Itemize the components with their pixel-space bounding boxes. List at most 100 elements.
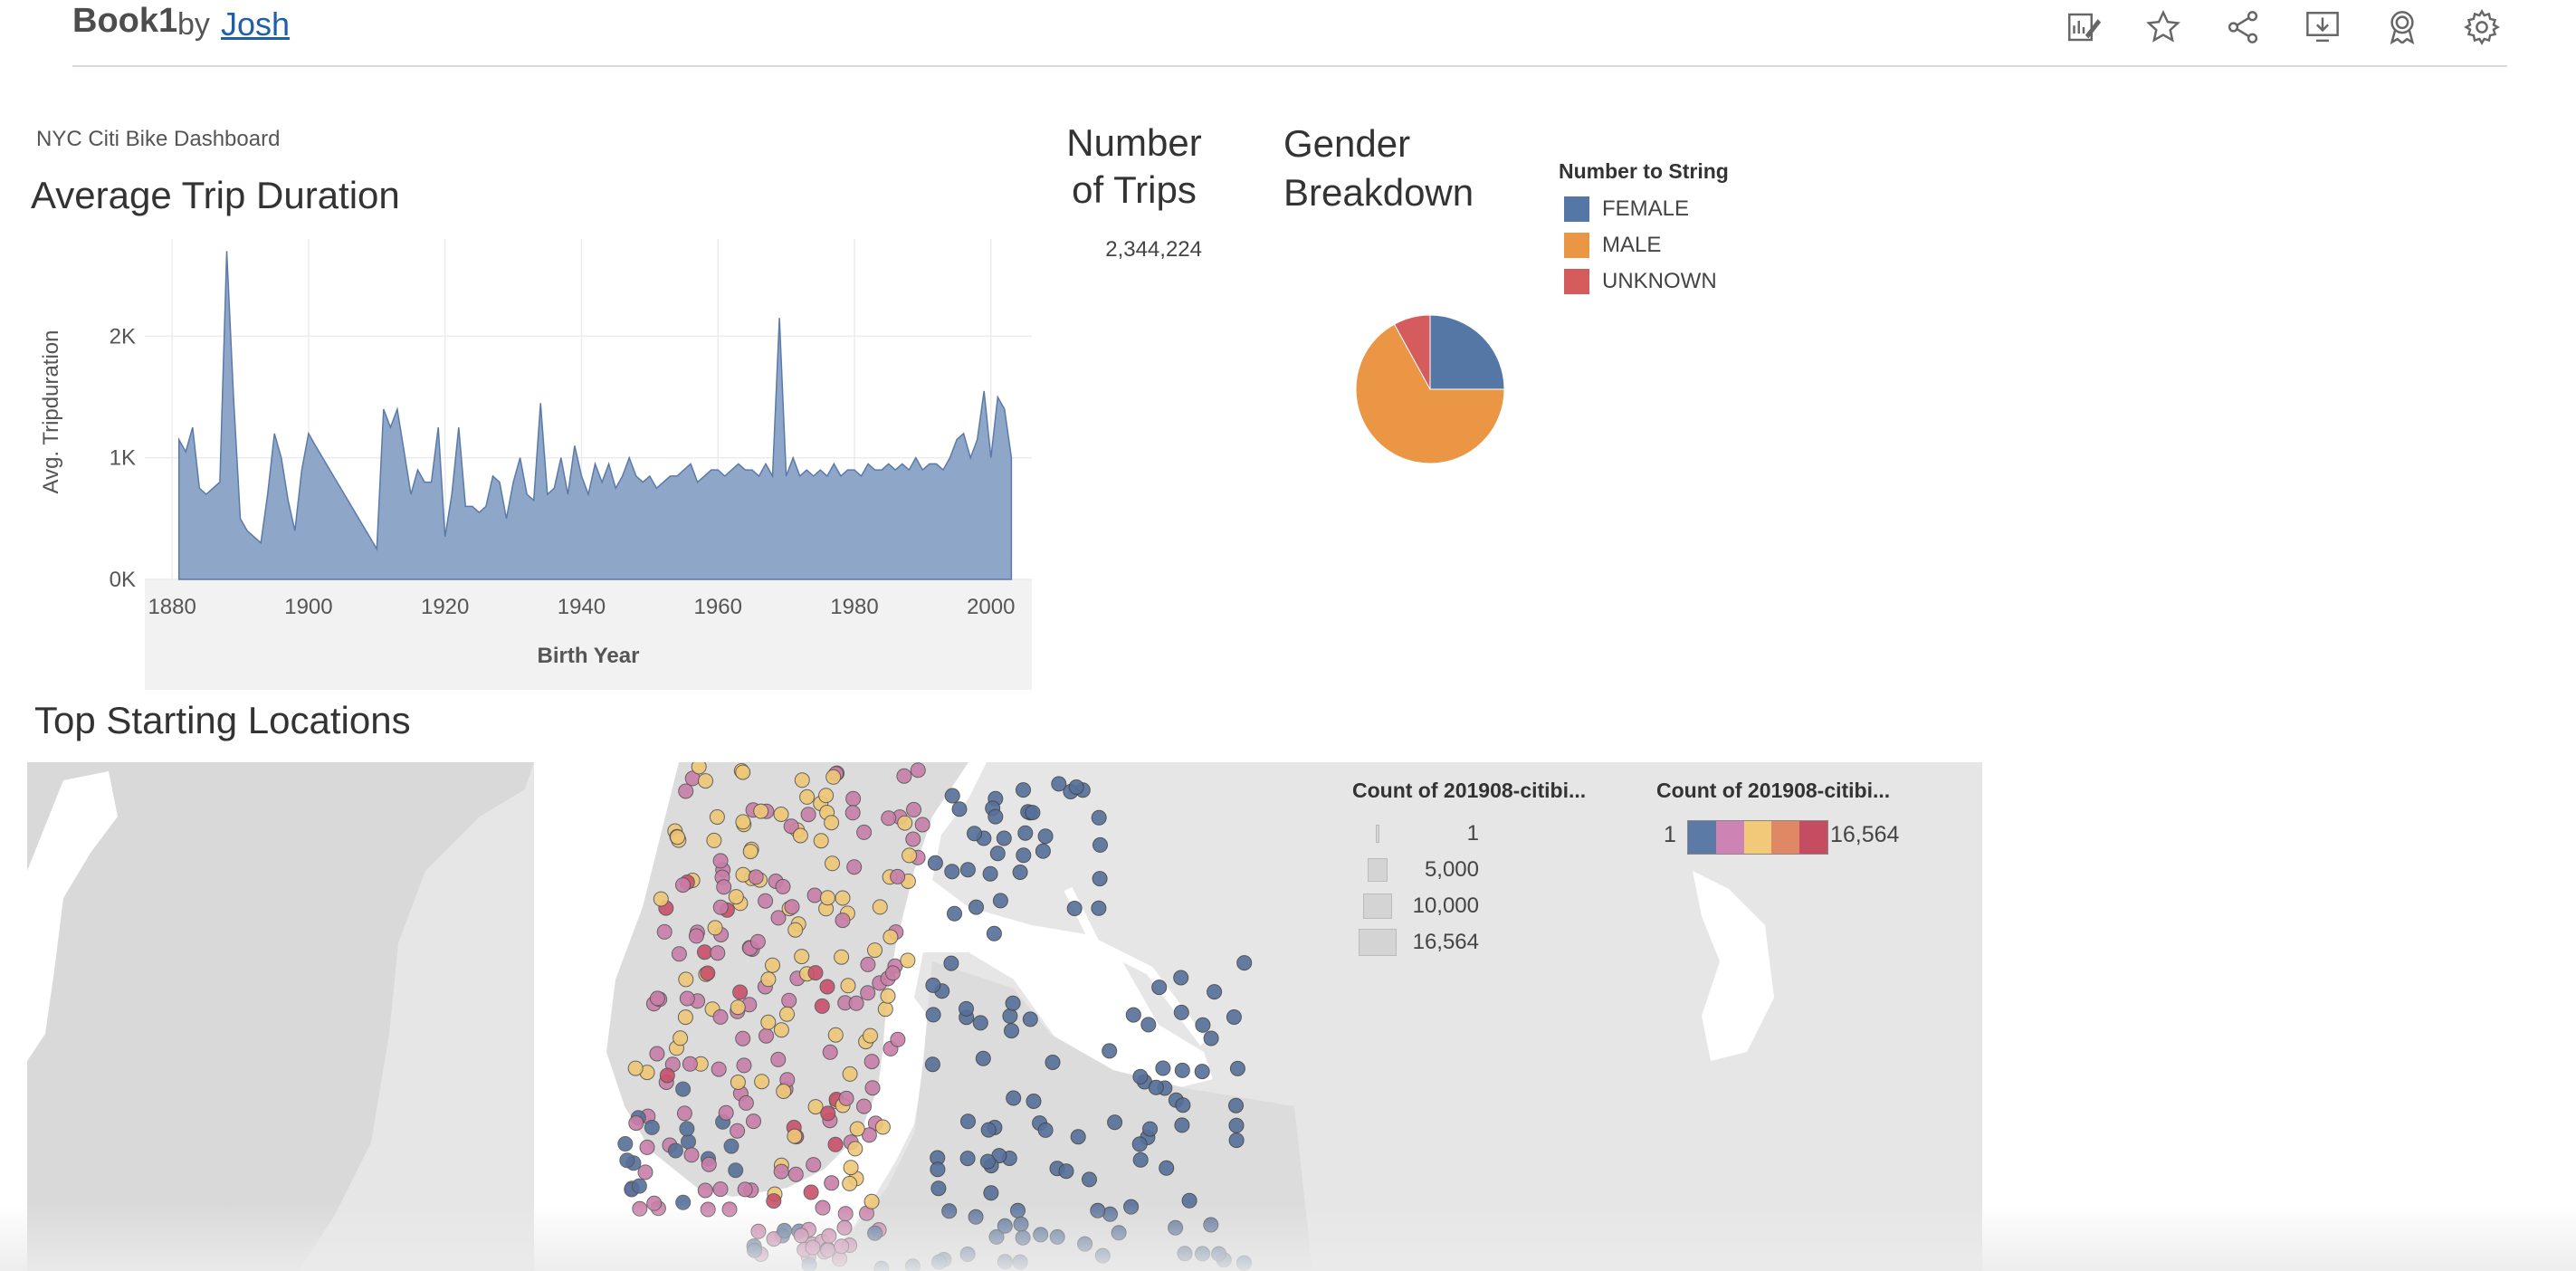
station-point[interactable] [649, 1046, 665, 1062]
station-point[interactable] [683, 1147, 700, 1163]
map-canvas[interactable] [27, 762, 1982, 1271]
station-point[interactable] [1049, 1228, 1065, 1245]
station-point[interactable] [721, 1201, 738, 1218]
station-point[interactable] [742, 844, 758, 860]
station-point[interactable] [1123, 1199, 1140, 1215]
station-point[interactable] [997, 1254, 1013, 1270]
station-point[interactable] [1082, 1171, 1097, 1188]
station-point[interactable] [827, 1027, 844, 1043]
station-point[interactable] [1131, 1136, 1148, 1152]
station-point[interactable] [924, 1056, 940, 1073]
station-point[interactable] [1092, 871, 1108, 887]
station-point[interactable] [1148, 1079, 1164, 1095]
station-point[interactable] [1017, 825, 1034, 841]
station-point[interactable] [820, 1105, 836, 1122]
station-point[interactable] [1012, 865, 1028, 880]
station-point[interactable] [712, 1181, 729, 1198]
station-point[interactable] [975, 1050, 991, 1066]
station-point[interactable] [947, 905, 962, 922]
station-point[interactable] [1173, 970, 1189, 986]
station-point[interactable] [1016, 782, 1031, 798]
station-point[interactable] [1236, 955, 1253, 971]
station-point[interactable] [728, 889, 744, 905]
station-point[interactable] [746, 1113, 761, 1130]
station-point[interactable] [736, 1057, 752, 1074]
avg-trip-duration-chart[interactable]: 0K 1K 2K 1880 1900 1920 1940 1960 1980 2000 Avg.… [27, 226, 1041, 697]
station-point[interactable] [770, 910, 787, 926]
station-point[interactable] [667, 1142, 683, 1159]
station-point[interactable] [872, 899, 888, 915]
station-point[interactable] [758, 893, 774, 909]
top-starting-locations-map[interactable]: Count of 201908-citibi... 1 5,000 10,000… [27, 762, 1982, 1271]
station-point[interactable] [801, 1257, 817, 1271]
station-point[interactable] [676, 1105, 692, 1122]
station-point[interactable] [670, 829, 685, 846]
station-point[interactable] [773, 1022, 789, 1038]
station-point[interactable] [1140, 1017, 1157, 1033]
station-point[interactable] [835, 890, 851, 906]
station-point[interactable] [678, 783, 694, 799]
station-point[interactable] [897, 815, 913, 831]
station-point[interactable] [749, 933, 766, 950]
station-point[interactable] [821, 1228, 837, 1244]
station-point[interactable] [1068, 779, 1084, 795]
station-point[interactable] [951, 801, 968, 817]
station-point[interactable] [860, 985, 876, 1001]
station-point[interactable] [1026, 1094, 1042, 1109]
station-point[interactable] [628, 1115, 644, 1132]
station-point[interactable] [1174, 1062, 1190, 1078]
station-point[interactable] [707, 920, 723, 936]
station-point[interactable] [815, 1199, 831, 1216]
station-point[interactable] [1094, 1247, 1111, 1264]
station-point[interactable] [675, 1081, 692, 1097]
station-point[interactable] [709, 809, 725, 825]
station-point[interactable] [806, 887, 823, 903]
station-point[interactable] [760, 971, 777, 988]
station-point[interactable] [902, 847, 918, 864]
station-point[interactable] [944, 864, 960, 880]
station-point[interactable] [863, 1193, 880, 1209]
station-point[interactable] [1195, 1017, 1211, 1033]
station-point[interactable] [837, 1206, 854, 1222]
station-point[interactable] [838, 1090, 854, 1106]
station-point[interactable] [637, 1164, 654, 1180]
station-point[interactable] [653, 891, 669, 907]
station-point[interactable] [983, 1185, 999, 1201]
station-point[interactable] [766, 1193, 782, 1209]
station-point[interactable] [881, 810, 897, 827]
station-point[interactable] [1010, 1202, 1026, 1218]
station-point[interactable] [863, 1054, 880, 1070]
station-point[interactable] [867, 1225, 883, 1241]
station-point[interactable] [723, 1138, 739, 1154]
station-point[interactable] [959, 1247, 976, 1262]
station-point[interactable] [825, 855, 840, 872]
station-point[interactable] [773, 1163, 789, 1180]
station-point[interactable] [824, 815, 840, 831]
station-point[interactable] [840, 978, 856, 994]
station-point[interactable] [844, 805, 861, 821]
station-point[interactable] [824, 1175, 840, 1191]
station-point[interactable] [712, 899, 729, 915]
station-point[interactable] [905, 831, 921, 847]
station-point[interactable] [822, 1044, 838, 1060]
station-point[interactable] [800, 807, 816, 823]
station-point[interactable] [1181, 1192, 1197, 1209]
station-point[interactable] [770, 1051, 787, 1067]
station-point[interactable] [819, 890, 835, 906]
station-point[interactable] [1194, 1064, 1210, 1080]
station-point[interactable] [775, 878, 791, 894]
station-point[interactable] [972, 1015, 988, 1031]
station-point[interactable] [700, 965, 716, 981]
station-point[interactable] [716, 879, 732, 895]
station-point[interactable] [832, 1251, 848, 1267]
station-point[interactable] [1125, 1007, 1141, 1023]
station-point[interactable] [890, 1031, 906, 1047]
station-point[interactable] [1228, 1132, 1245, 1149]
station-point[interactable] [803, 1184, 819, 1200]
station-point[interactable] [1077, 1236, 1093, 1252]
station-point[interactable] [931, 1254, 947, 1270]
station-point[interactable] [675, 877, 691, 894]
station-point[interactable] [930, 1161, 946, 1178]
station-point[interactable] [712, 1008, 729, 1025]
station-point[interactable] [787, 1166, 804, 1182]
